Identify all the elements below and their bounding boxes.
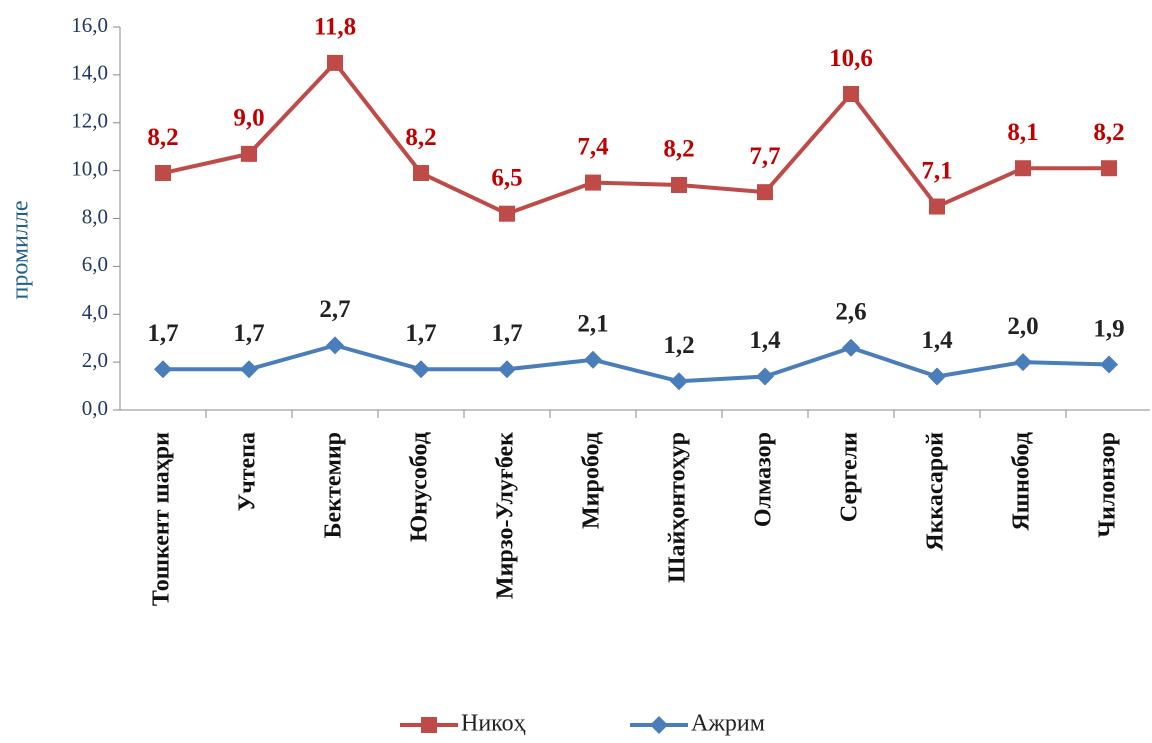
legend-label: Никоҳ (461, 711, 526, 737)
marker (756, 367, 774, 386)
marker (240, 360, 258, 379)
marker (421, 717, 437, 733)
y-tick-label: 16,0 (71, 13, 108, 37)
value-label: 10,6 (829, 45, 873, 72)
x-tick-label: Олмазор (751, 432, 777, 527)
marker (327, 54, 343, 71)
value-label: 7,1 (921, 157, 952, 184)
marker (671, 176, 687, 193)
marker (843, 86, 859, 103)
y-tick-label: 4,0 (82, 300, 108, 324)
x-tick-label: Сергели (837, 432, 863, 522)
x-tick-label: Учтепа (235, 432, 261, 511)
y-tick-label: 0,0 (82, 396, 108, 420)
marker (1101, 160, 1117, 177)
marker (650, 716, 668, 734)
y-tick-label: 12,0 (71, 109, 108, 133)
value-label: 2,7 (319, 296, 350, 323)
value-label: 8,2 (147, 124, 178, 151)
y-tick-label: 10,0 (71, 156, 108, 180)
value-label: 1,7 (147, 320, 178, 347)
marker (412, 360, 430, 379)
marker (1014, 353, 1032, 372)
marker (757, 184, 773, 201)
x-tick-label: Бектемир (321, 432, 347, 538)
marker (1100, 355, 1118, 374)
value-label: 9,0 (233, 105, 264, 132)
value-label: 8,2 (405, 124, 436, 151)
marker (584, 350, 602, 369)
series-line (162, 60, 1109, 216)
value-label: 1,4 (921, 327, 953, 354)
y-axis-label: промилле (8, 200, 34, 299)
marker (241, 145, 257, 162)
marker (326, 336, 344, 355)
value-label: 8,1 (1007, 119, 1038, 146)
series-line (163, 343, 1110, 384)
legend-label: Ажрим (691, 711, 765, 737)
y-tick-label: 2,0 (82, 348, 108, 372)
value-label: 6,5 (491, 164, 522, 191)
x-tick-label: Тошкент шаҳри (149, 432, 175, 606)
value-label: 1,9 (1093, 315, 1124, 342)
marker (413, 165, 429, 182)
value-label: 2,6 (835, 298, 866, 325)
y-tick-label: 14,0 (71, 61, 108, 85)
marker (499, 205, 515, 222)
x-tick-label: Чилонзор (1095, 432, 1121, 538)
value-label: 1,2 (663, 332, 694, 359)
x-tick-label: Шайҳонтоҳур (665, 432, 691, 583)
x-tick-label: Юнусобод (407, 432, 433, 542)
value-label: 7,7 (749, 143, 780, 170)
value-label: 1,4 (749, 327, 781, 354)
value-label: 7,4 (577, 133, 609, 160)
marker (670, 372, 688, 391)
marker (1015, 160, 1031, 177)
y-tick-label: 8,0 (82, 204, 108, 228)
x-tick-label: Яшнобод (1009, 432, 1035, 531)
value-label: 1,7 (233, 320, 264, 347)
value-label: 2,0 (1007, 313, 1038, 340)
marker (154, 360, 172, 379)
x-tick-label: Мирзо-Улуғбек (493, 432, 519, 599)
marker (155, 165, 171, 182)
x-tick-label: Миробод (579, 432, 605, 529)
marker (498, 360, 516, 379)
value-label: 1,7 (405, 320, 436, 347)
value-label: 8,2 (663, 136, 694, 163)
marker (929, 198, 945, 215)
marker (842, 338, 860, 357)
marker (585, 174, 601, 191)
marker (928, 367, 946, 386)
value-label: 11,8 (314, 14, 356, 41)
value-label: 8,2 (1093, 119, 1124, 146)
value-label: 1,7 (491, 320, 522, 347)
y-tick-label: 6,0 (82, 252, 108, 276)
value-label: 2,1 (577, 310, 608, 337)
x-tick-label: Яккасарой (923, 432, 949, 551)
